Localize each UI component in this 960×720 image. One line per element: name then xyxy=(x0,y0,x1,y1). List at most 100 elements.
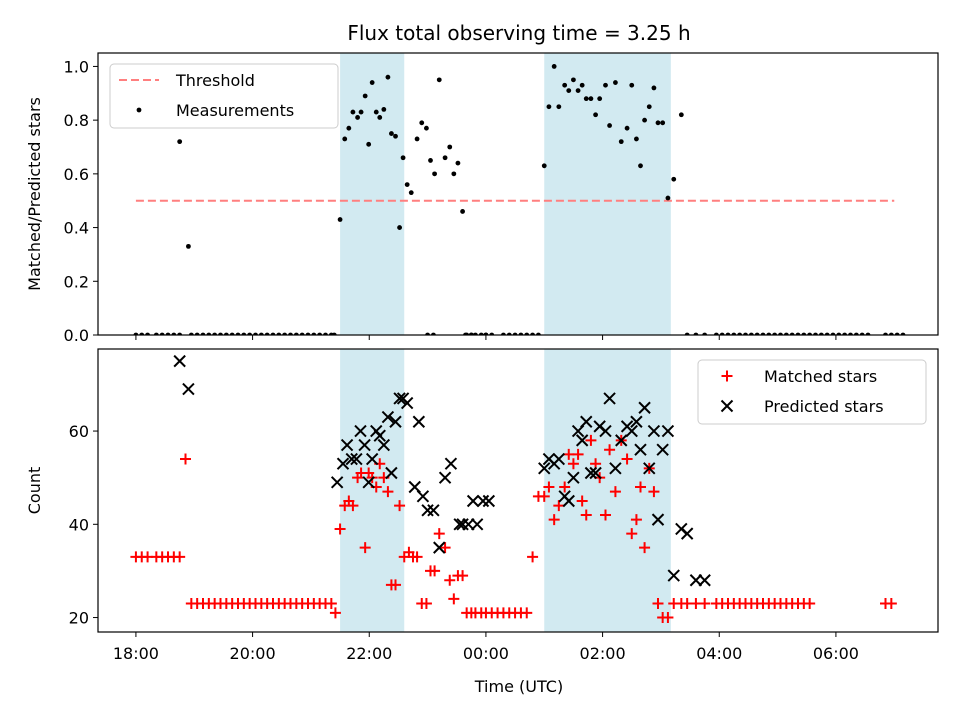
measurement-point xyxy=(385,74,391,80)
matched-star-point xyxy=(604,444,616,456)
legend-box xyxy=(697,359,927,425)
matched-star-point xyxy=(572,448,584,460)
measurement-point xyxy=(579,82,585,88)
measurement-point xyxy=(575,88,581,93)
predicted-star-point xyxy=(377,438,391,452)
matched-star-point xyxy=(621,453,633,465)
observing-window-band xyxy=(544,349,671,632)
predicted-star-point xyxy=(470,518,484,531)
measurement-point xyxy=(397,225,402,230)
y-tick-label: 0.8 xyxy=(64,111,89,130)
predicted-star-point xyxy=(330,476,344,489)
bottom-panel: 20 40 60 18:00 20:00 22:00 00:00 02:00 04:00 06:0… xyxy=(25,348,939,663)
matched-star-point xyxy=(527,551,539,563)
predicted-star-point xyxy=(416,490,430,503)
measurement-point xyxy=(389,131,394,136)
x-tick-label: 06:00 xyxy=(813,644,859,663)
predicted-star-point xyxy=(689,574,703,587)
matched-star-point xyxy=(359,542,371,554)
predicted-star-point xyxy=(393,392,406,405)
matched-star-point xyxy=(652,598,664,610)
matched-star-point xyxy=(439,542,451,554)
measurement-point xyxy=(588,96,594,102)
predicted-star-point xyxy=(358,438,371,452)
measurement-point xyxy=(186,243,191,249)
predicted-star-point xyxy=(698,574,711,587)
y-tick-label: 0.6 xyxy=(64,165,89,184)
legend-predicted-swatch xyxy=(720,399,734,413)
predicted-star-point xyxy=(456,518,469,531)
measurement-point xyxy=(566,88,572,93)
measurement-point xyxy=(428,158,433,163)
x-tick-label: 18:00 xyxy=(113,644,159,663)
predicted-star-point xyxy=(643,462,656,475)
y-axis-label: Matched/Predicted stars xyxy=(25,97,44,291)
measurement-point xyxy=(447,144,453,150)
matched-star-point xyxy=(382,486,394,498)
measurement-point xyxy=(358,109,364,115)
matched-star-point xyxy=(648,486,660,498)
predicted-star-point xyxy=(661,424,675,438)
measurement-point xyxy=(342,136,348,142)
matched-star-point xyxy=(580,509,592,521)
measurement-point xyxy=(350,109,356,115)
measurement-point xyxy=(593,112,598,118)
matched-star-point xyxy=(600,509,611,521)
measurement-point xyxy=(424,125,429,131)
predicted-star-point xyxy=(182,382,195,396)
matched-star-point xyxy=(180,453,191,465)
matched-star-point xyxy=(576,495,588,507)
predicted-star-point xyxy=(625,424,638,438)
matched-star-point xyxy=(433,528,445,540)
predicted-star-point xyxy=(453,518,466,531)
measurement-point xyxy=(629,82,635,88)
predicted-star-point xyxy=(462,518,475,531)
x-tick-label: 04:00 xyxy=(696,644,742,663)
measurement-point xyxy=(562,82,568,88)
legend-label: Matched stars xyxy=(764,367,877,386)
measurement-point xyxy=(597,96,603,102)
predicted-star-point xyxy=(638,401,651,414)
predicted-star-point xyxy=(538,462,551,475)
measurement-point xyxy=(624,125,630,131)
measurement-point xyxy=(177,139,183,145)
y-tick-label: 0.0 xyxy=(64,326,89,345)
matched-star-point xyxy=(609,486,621,498)
predicted-star-point xyxy=(421,504,434,517)
measurement-point xyxy=(455,160,461,166)
legend: Matched stars Predicted stars xyxy=(697,359,927,425)
predicted-star-point xyxy=(444,457,458,470)
predicted-star-point xyxy=(615,434,628,447)
y-tick-label: 1.0 xyxy=(64,57,89,76)
y-tick-label: 0.2 xyxy=(64,272,89,291)
matched-star-point xyxy=(548,514,560,526)
measurement-point xyxy=(634,136,639,142)
matched-star-point xyxy=(538,490,550,502)
matched-star-point xyxy=(457,570,469,582)
predicted-star-point xyxy=(350,452,363,466)
y-tick-label: 0.4 xyxy=(64,219,89,238)
measurement-point xyxy=(660,120,666,126)
predicted-star-point xyxy=(575,434,589,447)
matched-star-point xyxy=(448,593,460,605)
predicted-star-point xyxy=(630,415,643,428)
plot-area xyxy=(133,53,906,335)
matched-star-point xyxy=(553,500,565,512)
matched-star-point xyxy=(699,598,711,610)
x-tick-label: 22:00 xyxy=(346,644,392,663)
matched-star-point xyxy=(325,598,337,610)
predicted-star-point xyxy=(634,443,647,456)
measurement-point xyxy=(665,195,671,201)
predicted-star-point xyxy=(647,424,661,438)
predicted-star-point xyxy=(381,410,395,424)
y-tick-label: 20 xyxy=(69,609,89,628)
measurement-point xyxy=(583,96,589,102)
predicted-star-point xyxy=(589,466,602,480)
measurement-point xyxy=(377,115,383,120)
predicted-star-point xyxy=(362,476,375,489)
predicted-star-point xyxy=(584,466,598,480)
predicted-star-point xyxy=(389,415,402,428)
matched-star-point xyxy=(585,434,597,446)
legend-label: Predicted stars xyxy=(764,397,884,416)
predicted-star-point xyxy=(651,513,665,526)
